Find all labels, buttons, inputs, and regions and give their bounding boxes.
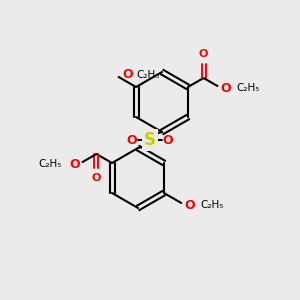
Text: O: O [163, 134, 173, 146]
Text: O: O [199, 49, 208, 59]
Text: C₂H₅: C₂H₅ [236, 83, 260, 93]
Text: O: O [123, 68, 133, 82]
Text: O: O [220, 82, 231, 94]
Text: C₂H₅: C₂H₅ [137, 70, 160, 80]
Text: S: S [144, 131, 156, 149]
Text: C₂H₅: C₂H₅ [200, 200, 224, 210]
Text: C₂H₅: C₂H₅ [38, 159, 62, 169]
Text: O: O [92, 173, 101, 183]
Text: O: O [127, 134, 137, 146]
Text: O: O [69, 158, 80, 170]
Text: O: O [184, 199, 195, 212]
